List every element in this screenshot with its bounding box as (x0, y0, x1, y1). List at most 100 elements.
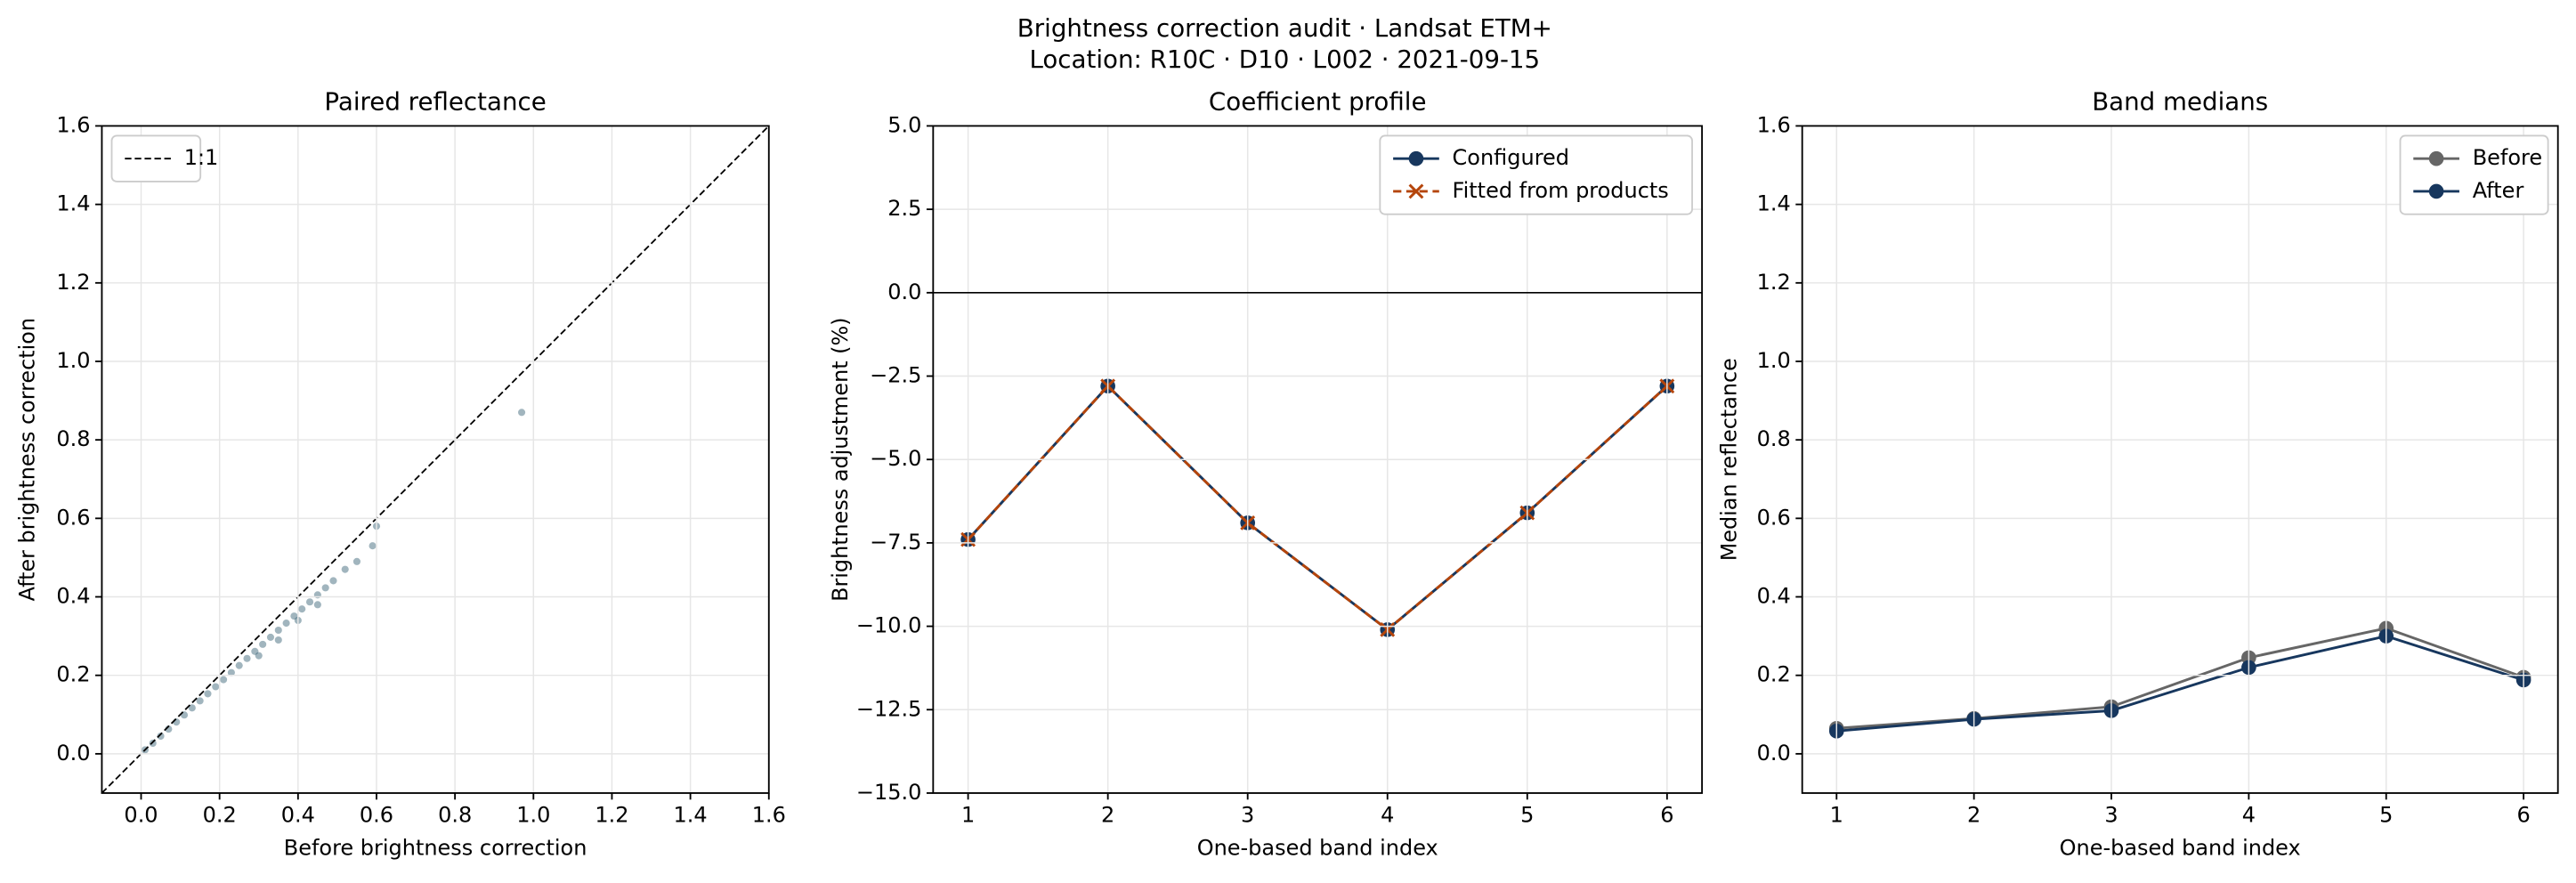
y-tick-label: 1.6 (56, 112, 90, 137)
scatter-point (255, 652, 263, 660)
y-tick-label: 0.2 (1757, 662, 1791, 687)
scatter-point (321, 584, 329, 592)
legend: Before After (2399, 134, 2549, 215)
x-tick-label: 1.4 (674, 803, 708, 828)
legend-marker (1408, 183, 1424, 199)
x-tick-label: 3 (1241, 803, 1254, 828)
x-tick-label: 6 (2516, 803, 2530, 828)
legend-label: After (2473, 178, 2524, 203)
scatter-point (259, 640, 267, 648)
y-tick-label: 1.0 (1757, 348, 1791, 373)
y-tick-label: 0.6 (56, 505, 90, 530)
y-tick-label: 0.0 (56, 741, 90, 766)
scatter-point (329, 577, 337, 585)
plot-area (101, 126, 769, 793)
y-tick-label: 1.0 (56, 348, 90, 373)
series-line (967, 384, 1668, 632)
scatter-point (188, 704, 196, 712)
legend-box (1379, 134, 1693, 215)
scatter-point (149, 739, 157, 748)
scatter-point (369, 542, 377, 550)
scatter-point (227, 668, 235, 676)
scatter-point (518, 409, 526, 417)
x-tick-label: 4 (1381, 803, 1394, 828)
y-tick-label: 1.4 (56, 191, 90, 216)
y-tick-label: −2.5 (870, 363, 921, 388)
scatter-point (274, 636, 282, 644)
legend-marker (2428, 150, 2444, 166)
scatter-point (274, 626, 282, 635)
scatter-point (290, 612, 298, 620)
x-tick-label: 1.2 (595, 803, 628, 828)
y-tick-label: 2.5 (887, 196, 921, 221)
scatter-point (352, 557, 361, 565)
y-tick-label: −12.5 (856, 696, 921, 721)
legend: Configured Fitted from products (1379, 134, 1693, 215)
x-tick-label: 1 (1830, 803, 1843, 828)
y-tick-label: −7.5 (870, 530, 921, 555)
y-tick-label: 5.0 (887, 112, 921, 137)
scatter-point (251, 647, 259, 655)
y-axis-label: Brightness adjustment (%) (828, 318, 853, 602)
y-tick-label: 1.2 (1757, 270, 1791, 295)
axes-title: Band medians (2092, 87, 2268, 117)
legend-label: Configured (1453, 145, 1569, 170)
y-tick-label: 0.0 (887, 279, 921, 304)
y-tick-label: −15.0 (856, 780, 921, 805)
y-tick-label: 0.4 (56, 584, 90, 609)
x-tick-label: 0.2 (203, 803, 237, 828)
scatter-point (282, 620, 290, 628)
x-tick-label: 2 (1967, 803, 1981, 828)
x-tick-label: 0.0 (124, 803, 158, 828)
x-tick-label: 1.6 (752, 803, 786, 828)
scatter-point (220, 676, 228, 684)
y-tick-label: 1.4 (1757, 191, 1791, 216)
scatter-point (157, 732, 165, 741)
series-line (1836, 635, 2524, 733)
x-tick-label: 2 (1101, 803, 1114, 828)
legend-label: 1:1 (184, 145, 219, 170)
scatter-point (305, 598, 314, 606)
y-tick-label: 0.4 (1757, 584, 1791, 609)
x-axis-label: Before brightness correction (284, 835, 587, 860)
x-tick-label: 3 (2104, 803, 2118, 828)
figure-title: Brightness correction audit · Landsat ET… (1017, 13, 1552, 43)
figure-subtitle: Location: R10C · D10 · L002 · 2021-09-15 (1029, 45, 1540, 74)
y-tick-label: −10.0 (856, 613, 921, 638)
x-tick-label: 0.8 (438, 803, 472, 828)
x-tick-label: 5 (1520, 803, 1534, 828)
x-axis-label: One-based band index (1197, 835, 1438, 860)
y-tick-label: 0.2 (56, 662, 90, 687)
y-tick-label: −5.0 (870, 446, 921, 471)
legend-label: Fitted from products (1453, 178, 1669, 203)
y-axis-label: After brightness correction (14, 318, 39, 601)
axes-frame (101, 125, 770, 794)
x-tick-label: 4 (2242, 803, 2256, 828)
y-tick-label: 0.0 (1757, 741, 1791, 766)
y-tick-label: 1.6 (1757, 112, 1791, 137)
legend-marker (1408, 150, 1424, 166)
y-tick-label: 0.8 (56, 426, 90, 451)
legend-label: Before (2473, 145, 2542, 170)
scatter-point (196, 697, 204, 705)
scatter-point (212, 683, 220, 691)
legend: 1:1 (110, 134, 219, 182)
x-tick-label: 1 (961, 803, 975, 828)
y-axis-label: Median reflectance (1716, 358, 1741, 561)
axes-frame (932, 125, 1704, 794)
y-tick-label: 0.6 (1757, 505, 1791, 530)
legend-marker (2428, 183, 2444, 199)
x-tick-label: 0.6 (360, 803, 393, 828)
axes-title: Paired reflectance (324, 87, 546, 117)
x-tick-label: 0.4 (281, 803, 315, 828)
y-tick-label: 1.2 (56, 270, 90, 295)
scatter-point (313, 601, 321, 609)
scatter-point (204, 690, 212, 698)
scatter-point (341, 565, 349, 573)
x-axis-label: One-based band index (2060, 835, 2301, 860)
scatter-point (243, 654, 251, 662)
x-tick-label: 1.0 (516, 803, 550, 828)
scatter-point (298, 605, 306, 613)
